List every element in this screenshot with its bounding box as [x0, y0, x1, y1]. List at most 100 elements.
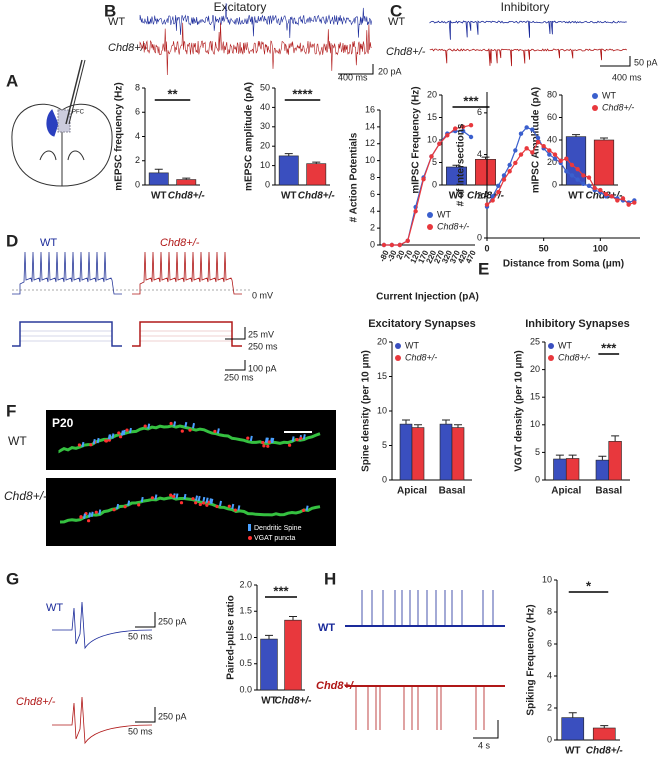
trace-label: Chd8+/- [108, 42, 148, 54]
point [421, 176, 426, 182]
point [547, 148, 552, 153]
bar [592, 727, 616, 741]
bar [260, 638, 278, 691]
point [592, 185, 597, 191]
bar [553, 458, 567, 481]
spine [128, 427, 132, 434]
y-tick-label: 6 [477, 107, 482, 117]
region-label: PFC [72, 110, 85, 116]
scale-label: 25 mV [248, 329, 274, 339]
y-tick-label: 8 [135, 82, 140, 92]
significance: **** [292, 86, 313, 101]
spine [271, 437, 275, 444]
spine [302, 434, 306, 440]
significance: *** [463, 93, 479, 108]
error-bar [600, 137, 608, 140]
panel-label: H [324, 569, 336, 588]
y-tick-label: 20 [547, 157, 557, 167]
point [598, 187, 603, 193]
error-bar [265, 634, 273, 640]
puncta [246, 436, 250, 440]
x-tick-label: Chd8+/- [586, 746, 624, 757]
panel-label: F [6, 401, 16, 420]
x-tick-label: Apical [397, 486, 427, 497]
puncta [169, 421, 173, 426]
x-tick-label: WT [151, 191, 167, 202]
spine [122, 429, 126, 436]
y-tick-label: 2 [477, 191, 482, 201]
point [437, 141, 442, 146]
puncta [288, 443, 292, 447]
error-bar [442, 419, 450, 425]
error-bar [555, 454, 564, 460]
scale-bar [600, 56, 631, 67]
point [496, 183, 501, 189]
y-tick-label: 50 [260, 82, 270, 92]
spine [92, 438, 96, 445]
spine [147, 423, 151, 429]
significance: ** [167, 86, 178, 101]
puncta [117, 431, 121, 435]
y-axis-label: mIPSC Frequency (Hz) [411, 86, 422, 193]
spine [195, 495, 199, 501]
trace [12, 251, 122, 295]
y-tick-label: 4 [477, 149, 482, 159]
spine [216, 428, 220, 434]
y-tick-label: 4 [547, 670, 552, 680]
trace [52, 601, 153, 650]
spine [120, 430, 124, 436]
trace [429, 20, 627, 40]
puncta [89, 443, 93, 447]
trace-label: Chd8+/- [16, 696, 56, 708]
y-tick-label: 0 [265, 179, 270, 189]
puncta [112, 508, 116, 512]
point [397, 242, 402, 248]
puncta [143, 424, 147, 428]
point [490, 194, 495, 199]
y-tick-label: 0 [135, 179, 140, 189]
puncta [104, 439, 108, 443]
spine [81, 441, 85, 448]
point [513, 160, 518, 166]
y-tick-label: 30 [260, 121, 270, 131]
y-tick-label: 10 [542, 574, 552, 584]
point [569, 173, 575, 178]
y-tick-label: 5 [432, 157, 437, 167]
y-tick-label: 6 [370, 189, 375, 199]
legend-label: Dendritic Spine [254, 525, 302, 532]
scale-label: 4 s [478, 740, 491, 750]
point [501, 173, 507, 178]
y-axis-label: mEPSC frequency (Hz) [114, 82, 125, 190]
puncta [227, 504, 231, 508]
y-tick-label: 8 [370, 172, 375, 182]
legend-label: Chd8+/- [602, 102, 634, 112]
point [575, 166, 580, 172]
x-tick-label: Chd8+/- [168, 191, 206, 202]
chart-title: Inhibitory Synapses [525, 318, 630, 330]
spine [264, 437, 268, 443]
point [530, 127, 535, 132]
legend-label: WT [405, 340, 419, 350]
bar [595, 459, 610, 481]
x-tick-label: Apical [551, 486, 581, 497]
puncta [87, 519, 91, 523]
puncta [123, 505, 127, 509]
dendrite [59, 496, 321, 524]
legend-marker [548, 355, 554, 361]
trace-label: WT [40, 237, 57, 249]
y-axis-label: mIPSC Amplitude (pA) [531, 87, 542, 193]
scale-label: 50 ms [128, 726, 153, 736]
puncta [171, 494, 176, 499]
bar [176, 179, 197, 186]
y-axis-label: mEPSC amplitude (pA) [244, 82, 255, 191]
point [518, 152, 524, 157]
spine [237, 505, 241, 511]
point [564, 156, 569, 161]
y-tick-label: 10 [365, 155, 375, 165]
spine [291, 436, 295, 442]
spine [108, 434, 112, 440]
point [547, 152, 552, 157]
y-tick-label: 0 [432, 179, 437, 189]
brain-schematic [11, 59, 113, 187]
point [632, 200, 637, 205]
